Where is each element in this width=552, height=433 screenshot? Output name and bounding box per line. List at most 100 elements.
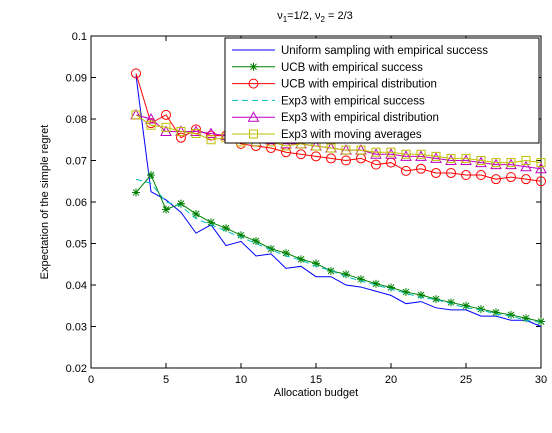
data-point (430, 152, 442, 163)
data-point (356, 145, 366, 155)
data-point (476, 156, 486, 165)
data-point (506, 172, 516, 183)
data-point (535, 162, 547, 174)
data-point (537, 317, 545, 326)
data-point (357, 275, 365, 284)
data-point (416, 163, 426, 174)
x-axis-label: Allocation budget (274, 387, 358, 399)
x-tick-label: 30 (535, 374, 547, 386)
series-0 (135, 75, 542, 327)
series-line (135, 174, 542, 323)
data-point (297, 255, 305, 264)
legend-label: Exp3 with empirical success (281, 95, 425, 107)
series-1 (132, 171, 545, 326)
data-point (461, 170, 471, 181)
legend-entry: Uniform sampling with empirical success (232, 45, 488, 57)
data-point (222, 224, 230, 233)
data-point (176, 132, 186, 143)
data-point (505, 158, 517, 170)
series-3 (135, 178, 542, 323)
data-point (341, 155, 351, 166)
y-tick-label: 0.02 (66, 363, 87, 375)
data-point (491, 158, 501, 168)
data-point (267, 244, 275, 253)
legend-entry: Exp3 with empirical success (232, 95, 425, 107)
legend-entry: UCB with empirical distribution (232, 78, 437, 91)
y-tick-label: 0.03 (66, 322, 87, 334)
data-point (431, 151, 441, 161)
chart-title: ν1=1/2, ν2 = 2/3 (277, 10, 353, 24)
data-point (326, 153, 336, 164)
data-point (326, 143, 336, 153)
series-line (135, 178, 542, 323)
x-tick-label: 15 (310, 374, 322, 386)
data-point (371, 159, 381, 170)
legend-label: UCB with empirical success (281, 62, 423, 74)
data-point (252, 237, 260, 246)
data-point (446, 153, 456, 163)
y-axis-label: Expectation of the simple regret (39, 125, 51, 280)
data-point (536, 176, 546, 187)
data-point (490, 158, 502, 170)
data-point (446, 167, 456, 178)
legend-marker (248, 78, 259, 89)
y-tick-label: 0.04 (66, 280, 87, 292)
data-point (521, 174, 531, 185)
legend-label: UCB with empirical distribution (281, 79, 437, 91)
data-point (506, 158, 516, 168)
data-point (327, 266, 335, 275)
data-point (417, 290, 425, 299)
data-point (296, 149, 306, 160)
data-point (146, 120, 156, 130)
data-point (312, 259, 320, 268)
data-point (431, 167, 441, 178)
series-2 (131, 68, 546, 187)
data-point (445, 154, 457, 165)
data-point (311, 151, 321, 162)
y-tick-label: 0.1 (72, 31, 87, 43)
data-point (132, 188, 140, 197)
data-point (476, 170, 486, 181)
legend-box (224, 37, 540, 144)
x-tick-label: 25 (460, 374, 472, 386)
legend: Uniform sampling with empirical success U… (224, 37, 540, 144)
data-point (190, 125, 202, 136)
data-point (147, 171, 155, 180)
data-point (432, 295, 440, 304)
data-point (491, 174, 501, 185)
data-point (372, 279, 380, 288)
data-point (477, 305, 485, 314)
legend-marker (249, 129, 258, 139)
data-point (461, 153, 471, 163)
data-point (162, 205, 170, 214)
data-point (401, 149, 411, 159)
data-point (282, 249, 290, 258)
data-point (161, 109, 171, 120)
data-point (416, 149, 426, 159)
data-point (401, 165, 411, 176)
data-point (237, 231, 245, 240)
data-point (387, 283, 395, 292)
data-point (206, 135, 216, 145)
series-line (135, 75, 542, 327)
data-point (161, 122, 171, 132)
x-axis: 0 5 10 15 20 25 30 (88, 36, 547, 386)
legend-label: Uniform sampling with empirical success (281, 45, 488, 57)
data-point (371, 147, 381, 157)
data-point (131, 68, 141, 79)
y-axis: 0.02 0.03 0.04 0.05 0.06 0.07 0.08 0.09 0.1 (66, 31, 541, 375)
data-point (462, 301, 470, 310)
legend-label: Exp3 with empirical distribution (281, 112, 439, 124)
legend-label: Exp3 with moving averages (281, 129, 422, 141)
x-tick-label: 5 (163, 374, 169, 386)
data-point (507, 310, 515, 319)
data-point (415, 150, 427, 161)
x-tick-label: 0 (88, 374, 94, 386)
legend-entry: Exp3 with moving averages (232, 129, 422, 141)
data-point (341, 145, 351, 155)
data-point (460, 154, 472, 165)
data-point (192, 210, 200, 219)
data-point (205, 127, 217, 139)
data-point (386, 147, 396, 157)
